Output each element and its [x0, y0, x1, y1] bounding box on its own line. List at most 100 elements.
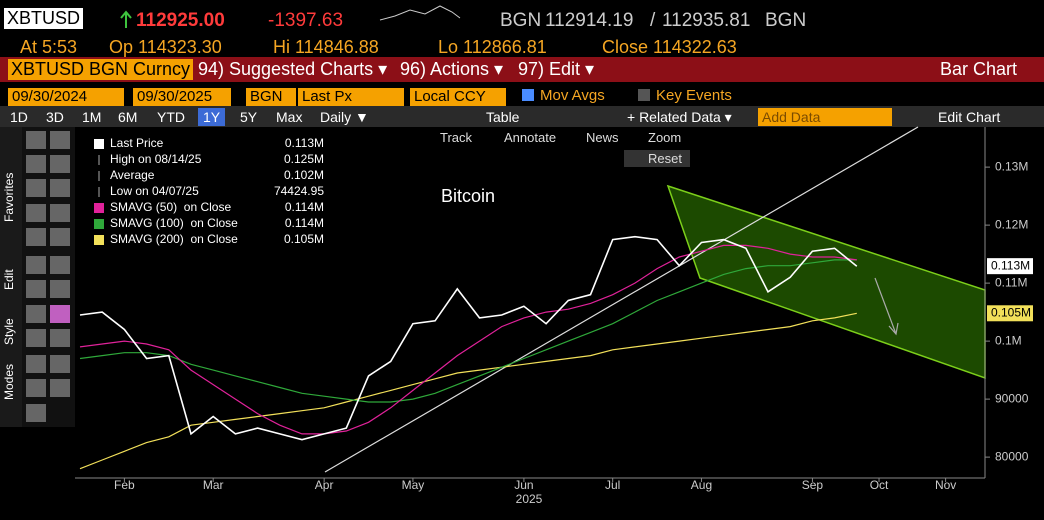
side-tab[interactable]: Style	[2, 318, 16, 345]
menu-item[interactable]: 96) Actions ▾	[400, 59, 504, 79]
legend-value: 0.113M	[285, 136, 324, 150]
y-tick-label: 0.13M	[995, 159, 1028, 173]
source-field[interactable]: BGN	[246, 88, 296, 106]
arrow-head	[888, 322, 899, 336]
series-line	[79, 312, 857, 470]
chart-type: Bar Chart	[940, 59, 1018, 79]
legend-value: 0.125M	[284, 152, 324, 166]
side-tabs-bg	[0, 127, 22, 427]
series-line	[79, 235, 858, 441]
menu-item[interactable]: 97) Edit ▾	[518, 59, 595, 79]
start-date[interactable]: 09/30/2024	[8, 88, 124, 106]
price-tag-label: 0.105M	[991, 305, 1031, 319]
tool-palette	[22, 127, 75, 427]
legend-bg	[80, 133, 332, 251]
checkbox[interactable]	[638, 89, 650, 101]
x-tick-label: Feb	[114, 478, 135, 492]
trend-line	[324, 126, 919, 473]
legend-swatch	[94, 139, 104, 149]
legend-value: 74424.95	[274, 184, 324, 198]
legend-value: 0.102M	[284, 168, 324, 182]
x-tick-label: Jun	[514, 478, 533, 492]
quote-open: Op 114323.30	[109, 37, 222, 57]
frequency[interactable]: Daily ▼	[320, 109, 369, 125]
legend-swatch	[94, 235, 104, 245]
arrow	[874, 277, 897, 335]
ticker: XBTUSD	[4, 8, 84, 29]
related-data[interactable]: + Related Data ▾	[627, 109, 732, 125]
legend-label: Low on 04/07/25	[110, 184, 199, 198]
separator: /	[650, 10, 656, 31]
up-arrow	[120, 10, 132, 28]
edit-chart[interactable]: Edit Chart	[938, 109, 1001, 125]
change: -1397.63	[268, 10, 344, 31]
add-data[interactable]: Add Data	[758, 108, 892, 126]
field[interactable]: Last Px	[298, 88, 404, 106]
quote-low: Lo 112866.81	[438, 37, 547, 57]
legend-label: SMAVG (100) on Close	[110, 216, 238, 230]
period-button[interactable]: YTD	[157, 109, 185, 125]
y-tick-label: 0.1M	[995, 333, 1022, 347]
period-button[interactable]: 1Y	[198, 108, 226, 126]
ask: 112935.81	[662, 10, 751, 31]
source: BGN	[500, 10, 542, 31]
period-button[interactable]: 6M	[118, 109, 138, 125]
x-label: 2025	[516, 492, 543, 506]
menu-item[interactable]: 94) Suggested Charts ▾	[198, 59, 388, 79]
y-tick-label: 0.12M	[995, 217, 1028, 231]
chart-tool[interactable]: Annotate	[504, 130, 557, 145]
series-line	[79, 244, 857, 435]
mov-avgs[interactable]: Mov Avgs	[540, 87, 605, 104]
x-tick-label: Aug	[691, 478, 712, 492]
quote-high: Hi 114846.88	[273, 37, 379, 57]
end-date[interactable]: 09/30/2025	[133, 88, 231, 106]
side-tab[interactable]: Favorites	[2, 172, 16, 222]
y-tick-label: 0.11M	[995, 275, 1027, 289]
chart-tool[interactable]: Track	[440, 130, 473, 145]
legend-label: SMAVG (50) on Close	[110, 200, 231, 214]
chart-tool[interactable]: Reset	[624, 150, 690, 167]
legend-value: 0.105M	[284, 232, 324, 246]
legend-label: Last Price	[110, 136, 164, 150]
legend-swatch	[94, 219, 104, 229]
x-tick-label: Apr	[315, 478, 334, 492]
source: BGN	[765, 10, 807, 31]
x-tick-label: Oct	[870, 478, 889, 492]
bid: 112914.19	[545, 10, 634, 31]
period-button[interactable]: 1M	[82, 109, 102, 125]
y-tick-label: 90000	[995, 391, 1029, 405]
x-tick-label: Nov	[935, 478, 956, 492]
x-tick-label: May	[402, 478, 425, 492]
x-tick-label: Jul	[605, 478, 620, 492]
x-tick-label: Sep	[802, 478, 824, 492]
legend-label: SMAVG (200) on Close	[110, 232, 238, 246]
legend-label: High on 08/14/25	[110, 152, 202, 166]
price-tag-label: 0.113M	[991, 258, 1030, 272]
period-button[interactable]: 5Y	[240, 109, 258, 125]
period-button[interactable]: 1D	[10, 109, 28, 125]
legend-value: 0.114M	[285, 216, 324, 230]
x-tick-label: Mar	[203, 478, 224, 492]
price-tag	[987, 305, 1033, 322]
annotation: Bitcoin	[441, 186, 495, 206]
side-tab[interactable]: Modes	[2, 363, 16, 400]
series-line	[79, 259, 857, 403]
key-events[interactable]: Key Events	[656, 87, 732, 104]
tool-icons	[26, 131, 70, 422]
security[interactable]: XBTUSD BGN Curncy	[8, 59, 194, 80]
table-button[interactable]: Table	[486, 109, 520, 125]
channel	[666, 184, 986, 380]
checkbox[interactable]	[522, 89, 534, 101]
y-tick-label: 80000	[995, 449, 1029, 463]
period-button[interactable]: Max	[276, 109, 303, 125]
chart-tool[interactable]: Zoom	[648, 130, 682, 145]
price: 112925.00	[136, 10, 225, 31]
side-tab[interactable]: Edit	[2, 269, 16, 290]
currency[interactable]: Local CCY	[410, 88, 506, 106]
legend-label: Average	[110, 168, 155, 182]
legend-swatch	[94, 203, 104, 213]
chart-tool[interactable]: News	[586, 130, 619, 145]
period-button[interactable]: 3D	[46, 109, 64, 125]
